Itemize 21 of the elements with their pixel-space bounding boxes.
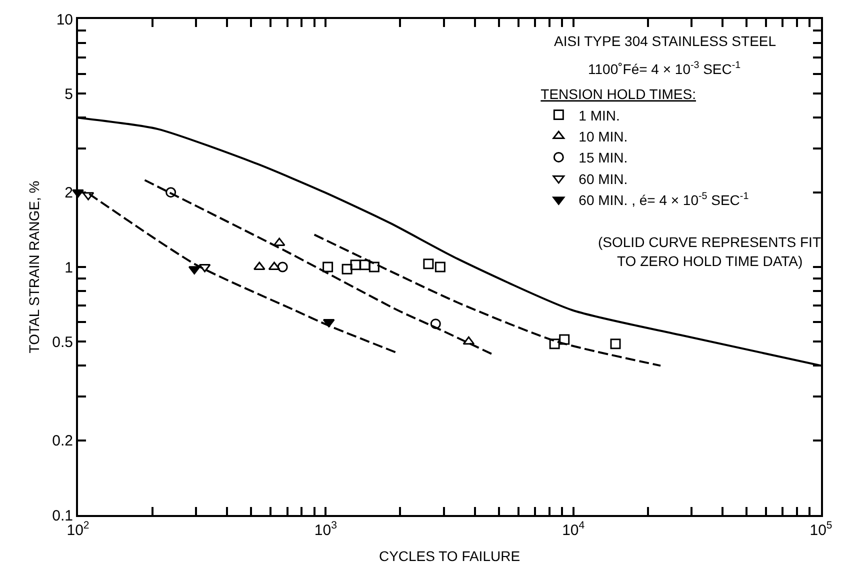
y-tick-label: 0.5 <box>52 334 73 351</box>
legend-label: 60 MIN. <box>578 170 628 187</box>
y-tick-label: 1 <box>64 259 73 276</box>
annotation: 1100˚Fé= 4 × 10$^{-3}$ SEC$^{-1}$ <box>588 60 741 77</box>
legend-label: 10 MIN. <box>578 128 628 144</box>
y-tick-label: 2 <box>64 184 73 202</box>
y-axis-title: TOTAL STRAIN RANGE, % <box>26 180 42 354</box>
y-tick-label: 0.2 <box>52 432 73 450</box>
legend-label: 15 MIN. <box>578 150 628 166</box>
y-tick-label: 10 <box>56 11 73 28</box>
legend-label: 60 MIN. , é= 4 × 10$^{-5}$ SEC$^{-1}$ <box>578 191 749 208</box>
legend-label: 1 MIN. <box>578 107 620 124</box>
x-tick-label: 10$^{4}$ <box>562 520 585 539</box>
annotation: TO ZERO HOLD TIME DATA) <box>617 253 803 269</box>
x-tick-label: 10$^{3}$ <box>314 520 338 539</box>
annotation: (SOLID CURVE REPRESENTS FIT <box>598 234 822 250</box>
x-axis-title: CYCLES TO FAILURE <box>378 548 520 564</box>
legend-title: TENSION HOLD TIMES: <box>540 86 696 102</box>
x-tick-label: 10$^{5}$ <box>810 520 832 539</box>
annotation: AISI TYPE 304 STAINLESS STEEL <box>554 33 776 49</box>
y-tick-label: 5 <box>64 86 73 103</box>
